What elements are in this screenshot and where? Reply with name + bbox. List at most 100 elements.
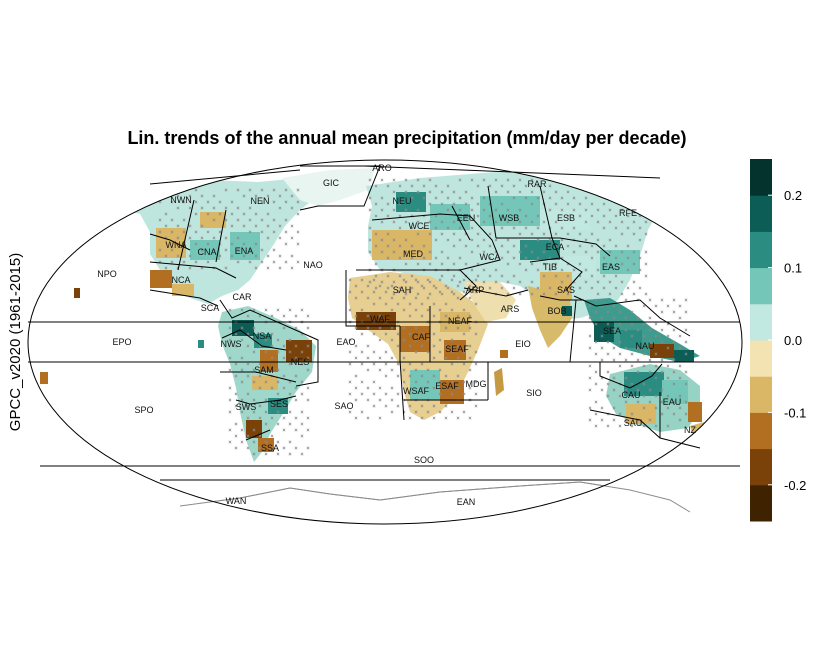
stipple-marker: [642, 304, 646, 308]
stipple-marker: [596, 208, 600, 212]
stipple-marker: [672, 412, 676, 416]
region-label-esaf: ESAF: [435, 381, 459, 391]
stipple-marker: [542, 292, 546, 296]
stipple-marker: [296, 260, 300, 264]
stipple-marker: [446, 238, 450, 242]
stipple-marker: [666, 304, 670, 308]
stipple-marker: [276, 440, 280, 444]
stipple-marker: [588, 376, 592, 380]
stipple-marker: [620, 250, 624, 254]
stipple-marker: [594, 400, 598, 404]
stipple-marker: [348, 392, 352, 396]
region-label-nen: NEN: [250, 196, 269, 206]
stipple-marker: [354, 374, 358, 378]
stipple-marker: [182, 230, 186, 234]
stipple-marker: [606, 424, 610, 428]
stipple-marker: [500, 202, 504, 206]
stipple-marker: [482, 268, 486, 272]
stipple-marker: [248, 248, 252, 252]
stipple-marker: [374, 274, 378, 278]
stipple-marker: [624, 400, 628, 404]
stipple-marker: [612, 328, 616, 332]
stipple-marker: [444, 326, 448, 330]
stipple-marker: [410, 256, 414, 260]
stipple-marker: [360, 290, 364, 294]
stipple-marker: [596, 268, 600, 272]
stipple-marker: [476, 286, 480, 290]
stipple-marker: [228, 428, 232, 432]
stipple-marker: [354, 416, 358, 420]
stipple-marker: [672, 328, 676, 332]
stipple-marker: [218, 230, 222, 234]
stipple-marker: [176, 194, 180, 198]
stipple-marker: [246, 362, 250, 366]
stipple-marker: [632, 280, 636, 284]
stipple-marker: [272, 260, 276, 264]
stipple-marker: [554, 232, 558, 236]
stipple-marker: [246, 416, 250, 420]
stipple-marker: [294, 356, 298, 360]
stipple-marker: [360, 350, 364, 354]
stipple-marker: [416, 178, 420, 182]
stipple-marker: [234, 344, 238, 348]
stipple-marker: [252, 398, 256, 402]
stipple-marker: [306, 314, 310, 318]
stipple-marker: [306, 356, 310, 360]
stipple-marker: [524, 244, 528, 248]
stipple-marker: [506, 208, 510, 212]
stipple-marker: [404, 190, 408, 194]
stipple-marker: [614, 196, 618, 200]
stipple-marker: [164, 212, 168, 216]
stipple-marker: [294, 398, 298, 402]
stipple-marker: [252, 452, 256, 456]
stipple-marker: [590, 184, 594, 188]
stipple-marker: [482, 208, 486, 212]
stipple-marker: [368, 280, 372, 284]
stipple-marker: [612, 358, 616, 362]
stipple-marker: [678, 364, 682, 368]
stipple-marker: [474, 278, 478, 282]
stipple-marker: [420, 362, 424, 366]
stipple-marker: [638, 238, 642, 242]
stipple-marker: [254, 194, 258, 198]
stipple-marker: [500, 244, 504, 248]
stipple-marker: [284, 188, 288, 192]
stipple-marker: [606, 352, 610, 356]
stipple-marker: [236, 218, 240, 222]
stipple-marker: [468, 356, 472, 360]
stipple-marker: [452, 232, 456, 236]
stipple-marker: [194, 230, 198, 234]
stipple-marker: [632, 202, 636, 206]
stipple-marker: [282, 374, 286, 378]
stipple-marker: [578, 214, 582, 218]
stipple-marker: [416, 190, 420, 194]
stipple-marker: [240, 368, 244, 372]
stipple-marker: [276, 350, 280, 354]
region-label-ean: EAN: [457, 497, 476, 507]
stipple-marker: [584, 220, 588, 224]
stipple-marker: [470, 268, 474, 272]
stipple-marker: [230, 254, 234, 258]
stipple-marker: [512, 244, 516, 248]
stipple-marker: [276, 452, 280, 456]
stipple-marker: [282, 356, 286, 360]
stipple-marker: [348, 290, 352, 294]
stipple-marker: [548, 268, 552, 272]
stipple-marker: [524, 268, 528, 272]
stipple-marker: [404, 250, 408, 254]
stipple-marker: [402, 278, 406, 282]
stipple-marker: [542, 190, 546, 194]
stipple-marker: [164, 254, 168, 258]
stipple-marker: [380, 280, 384, 284]
stipple-marker: [374, 244, 378, 248]
stipple-marker: [434, 256, 438, 260]
stipple-marker: [416, 250, 420, 254]
stipple-marker: [290, 266, 294, 270]
stipple-marker: [620, 220, 624, 224]
stipple-marker: [228, 356, 232, 360]
stipple-marker: [422, 184, 426, 188]
stipple-marker: [426, 308, 430, 312]
stipple-marker: [296, 188, 300, 192]
stipple-marker: [548, 196, 552, 200]
stipple-marker: [464, 202, 468, 206]
